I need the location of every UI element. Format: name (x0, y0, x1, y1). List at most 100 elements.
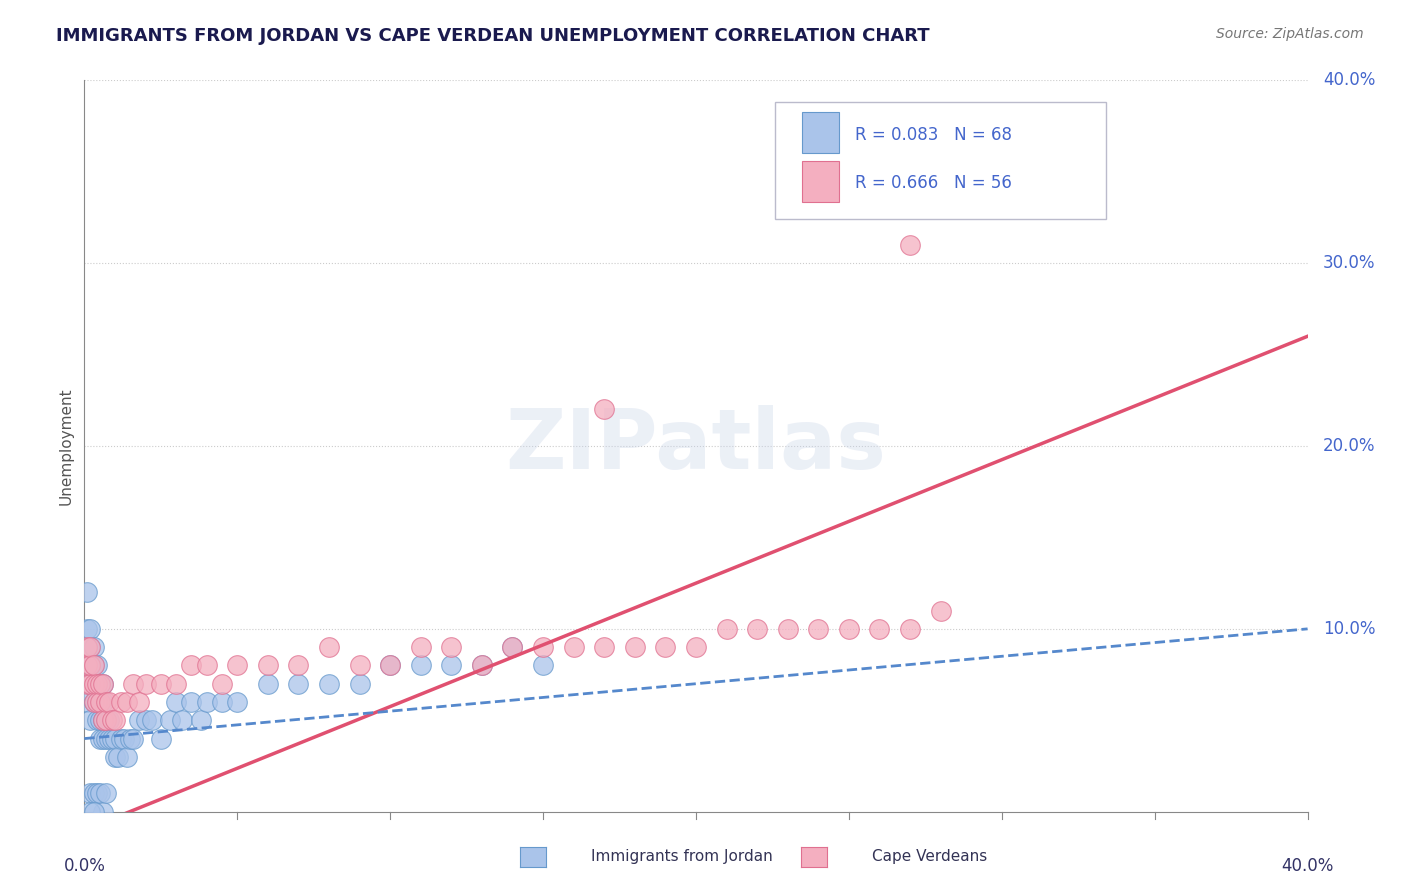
Point (685, 640, 707, 655)
Point (165, 695, 187, 709)
Point (76, 676, 98, 690)
Point (89, 695, 111, 709)
Point (440, 640, 463, 655)
Text: IMMIGRANTS FROM JORDAN VS CAPE VERDEAN UNEMPLOYMENT CORRELATION CHART: IMMIGRANTS FROM JORDAN VS CAPE VERDEAN U… (56, 27, 929, 45)
Point (94, 714, 117, 728)
Text: Source: ZipAtlas.com: Source: ZipAtlas.com (1216, 27, 1364, 41)
Point (110, 731, 132, 746)
Point (89, 695, 111, 709)
Point (101, 731, 124, 746)
Point (869, 622, 891, 636)
Point (318, 640, 340, 655)
Point (97, 695, 120, 709)
Point (79, 676, 101, 690)
Point (593, 640, 616, 655)
Point (349, 676, 371, 690)
Point (83, 676, 105, 690)
Point (83, 695, 105, 709)
Point (83, 805, 105, 819)
Point (76, 695, 98, 709)
Text: Cape Verdeans: Cape Verdeans (872, 849, 987, 863)
Point (440, 658, 463, 673)
Point (79, 805, 101, 819)
Point (83, 695, 105, 709)
Point (531, 658, 554, 673)
Point (86, 695, 108, 709)
Point (409, 640, 432, 655)
Point (115, 695, 138, 709)
Point (180, 695, 202, 709)
Text: 40.0%: 40.0% (1323, 71, 1375, 89)
Point (91, 714, 114, 728)
FancyBboxPatch shape (803, 112, 839, 153)
Y-axis label: Unemployment: Unemployment (58, 387, 73, 505)
Point (122, 676, 145, 690)
Point (104, 714, 127, 728)
Point (86, 695, 108, 709)
Point (83, 658, 105, 673)
Point (91, 676, 114, 690)
Point (502, 640, 524, 655)
Point (79, 676, 101, 690)
Point (86, 658, 108, 673)
Point (211, 695, 233, 709)
Point (898, 238, 921, 252)
Point (79, 658, 101, 673)
Point (287, 676, 309, 690)
Point (122, 731, 145, 746)
Point (86, 787, 108, 801)
Point (79, 787, 101, 801)
Point (91, 714, 114, 728)
Point (86, 676, 108, 690)
Point (101, 714, 124, 728)
Point (115, 749, 138, 764)
Point (226, 658, 249, 673)
Point (94, 731, 117, 746)
Point (195, 695, 218, 709)
Point (257, 658, 280, 673)
Point (76, 658, 98, 673)
FancyBboxPatch shape (803, 161, 839, 202)
Point (502, 640, 524, 655)
Text: 40.0%: 40.0% (1281, 857, 1334, 875)
Text: ZIPatlas: ZIPatlas (506, 406, 886, 486)
Point (190, 714, 212, 728)
Point (149, 676, 172, 690)
Point (929, 603, 952, 617)
Point (380, 658, 402, 673)
Point (471, 658, 494, 673)
Point (135, 714, 157, 728)
Point (79, 640, 101, 655)
Point (380, 658, 402, 673)
Point (76, 585, 98, 599)
Point (91, 731, 114, 746)
Point (89, 676, 111, 690)
Point (838, 622, 860, 636)
Point (593, 402, 616, 417)
Text: 20.0%: 20.0% (1323, 437, 1375, 455)
Point (89, 714, 111, 728)
Point (94, 695, 117, 709)
Point (110, 695, 132, 709)
Point (83, 676, 105, 690)
Point (654, 640, 676, 655)
Point (112, 731, 135, 746)
Point (562, 640, 585, 655)
Text: 30.0%: 30.0% (1323, 254, 1375, 272)
Point (159, 714, 181, 728)
Point (226, 695, 249, 709)
Point (747, 622, 769, 636)
Point (776, 622, 799, 636)
Point (89, 731, 111, 746)
Point (135, 676, 157, 690)
Point (97, 714, 120, 728)
Point (104, 731, 127, 746)
Point (141, 714, 163, 728)
Point (91, 805, 114, 819)
Point (83, 787, 105, 801)
Point (94, 714, 117, 728)
Point (807, 622, 830, 636)
Point (409, 658, 432, 673)
Point (287, 658, 309, 673)
Point (83, 640, 105, 655)
